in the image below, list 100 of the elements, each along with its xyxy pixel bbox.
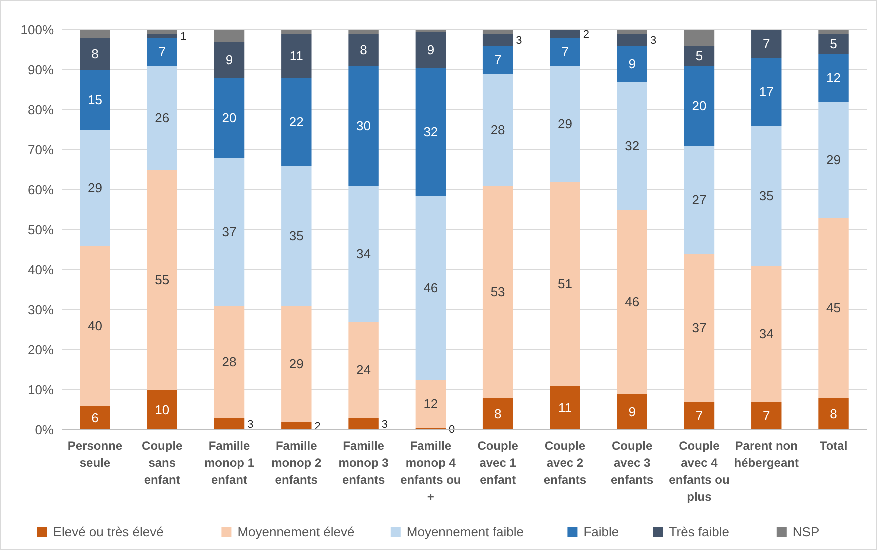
bar (147, 34, 178, 38)
bar (818, 218, 849, 398)
data-label: 3 (650, 34, 657, 47)
y-tick-label: 40% (28, 262, 54, 278)
data-label: 30 (356, 118, 372, 134)
bar (282, 34, 312, 78)
data-label: 24 (356, 362, 372, 378)
bar (416, 380, 446, 428)
y-tick-label: 70% (28, 142, 54, 158)
data-label: 22 (289, 114, 304, 130)
bar (550, 182, 580, 386)
legend-label: Très faible (669, 524, 730, 540)
bar (214, 158, 245, 306)
data-label: 26 (155, 110, 170, 126)
y-tick-label: 90% (28, 62, 54, 78)
x-tick-label: Famille monop 3 enfants (338, 439, 390, 487)
x-tick-label: Famille monop 4 enfants ou + (400, 439, 462, 504)
bar (818, 398, 849, 430)
data-label: 34 (356, 246, 372, 262)
bar (348, 322, 379, 418)
bar (617, 30, 648, 34)
bar (282, 422, 312, 430)
bar (282, 78, 312, 166)
data-label: 11 (558, 400, 572, 416)
y-tick-label: 0% (35, 422, 54, 438)
data-label: 37 (222, 224, 237, 240)
data-label: 40 (88, 318, 102, 334)
bar (348, 418, 379, 430)
x-tick-label: Couple avec 4 enfants ou plus (669, 439, 730, 504)
data-label: 5 (696, 48, 704, 64)
y-tick-label: 100% (20, 22, 54, 38)
bar (752, 402, 782, 430)
data-label: 29 (558, 116, 572, 132)
data-label: 32 (424, 124, 438, 140)
bar (482, 30, 514, 34)
data-label: 20 (692, 98, 707, 114)
data-label: 3 (382, 418, 388, 431)
data-label: 17 (759, 84, 774, 100)
bar (147, 170, 178, 390)
y-tick-label: 20% (28, 342, 54, 358)
data-label: 2 (583, 28, 590, 41)
bar (550, 38, 580, 66)
data-label: 55 (155, 272, 170, 288)
data-label: 10 (155, 402, 170, 418)
bar (818, 102, 849, 218)
bar (282, 166, 312, 306)
bar (818, 54, 849, 102)
bar (617, 82, 648, 210)
data-label: 1 (180, 30, 187, 43)
bar (348, 34, 379, 66)
data-label: 51 (558, 276, 572, 292)
data-label: 29 (289, 356, 304, 372)
bar (818, 30, 849, 34)
data-label: 46 (424, 280, 438, 296)
bar (80, 30, 110, 38)
data-label: 45 (826, 300, 841, 316)
bar (416, 68, 446, 196)
data-label: 9 (226, 52, 234, 68)
data-label: 37 (692, 320, 707, 336)
bar (550, 66, 580, 182)
data-label: 27 (692, 192, 707, 208)
data-label: 46 (625, 294, 640, 310)
x-tick-label: Total (820, 439, 848, 453)
data-label: 3 (248, 418, 254, 431)
data-label: 8 (92, 46, 99, 62)
bar (684, 46, 715, 66)
bar (752, 266, 782, 402)
bar (214, 306, 245, 418)
bar (684, 30, 715, 46)
data-label: 29 (88, 180, 102, 196)
data-label: 9 (628, 56, 636, 72)
data-label: 12 (826, 70, 841, 86)
data-label: 7 (763, 36, 770, 52)
bar (416, 196, 446, 380)
x-tick-label: Personne seule (68, 439, 123, 470)
bar (147, 38, 178, 66)
bar (147, 66, 178, 170)
x-tick-label: Couple sans enfant (142, 439, 184, 487)
bar (80, 130, 110, 246)
data-label: 8 (830, 406, 838, 422)
data-label: 29 (826, 152, 841, 168)
bar (550, 30, 580, 38)
bar (752, 58, 782, 126)
y-tick-label: 50% (28, 222, 54, 238)
x-tick-label: Couple avec 3 enfants (611, 439, 654, 487)
data-label: 20 (222, 110, 237, 126)
data-label: 6 (92, 410, 99, 426)
legend-label: Elevé ou très élevé (53, 524, 164, 540)
x-tick-label: Couple avec 1 enfant (478, 439, 519, 487)
bar (214, 418, 245, 430)
bar (684, 146, 715, 254)
legend-label: NSP (792, 524, 820, 540)
data-label: 15 (88, 92, 102, 108)
bar (482, 34, 514, 46)
data-label: 3 (516, 34, 522, 47)
x-tick-label: Famille monop 2 enfants (272, 439, 322, 487)
bar (214, 78, 245, 158)
data-label: 7 (763, 408, 770, 424)
bar (617, 46, 648, 82)
data-label: 34 (759, 326, 774, 342)
